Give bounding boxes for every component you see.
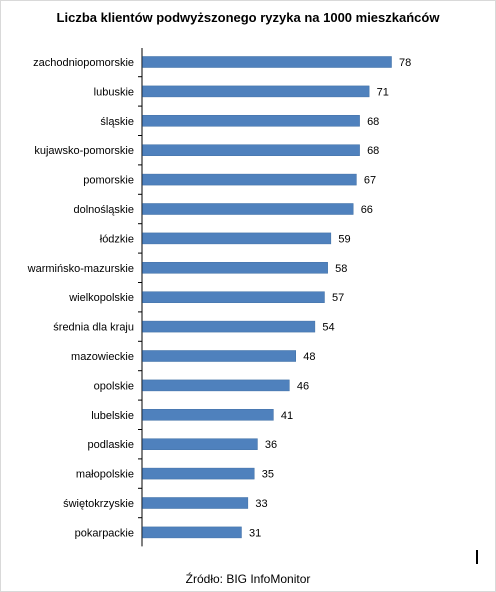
category-label: zachodniopomorskie xyxy=(33,57,134,69)
bar-chart: zachodniopomorskie 78 lubuskie 71 śląskie 68 k… xyxy=(27,48,411,547)
category-label: warmińsko-mazurskie xyxy=(27,263,134,275)
text-cursor-marker xyxy=(476,550,478,564)
data-label: 68 xyxy=(367,145,379,157)
category-label: lubuskie xyxy=(94,86,134,98)
bar xyxy=(142,526,242,539)
data-label: 59 xyxy=(338,233,350,245)
data-label: 78 xyxy=(399,57,411,69)
bar xyxy=(142,173,357,186)
data-label: 48 xyxy=(303,351,315,363)
bar xyxy=(142,379,290,392)
data-label: 58 xyxy=(335,263,347,275)
bar xyxy=(142,350,296,362)
chart-title: Liczba klientów podwyższonego ryzyka na … xyxy=(56,10,440,25)
bar xyxy=(142,409,274,421)
bar xyxy=(142,232,332,245)
category-label: średnia dla kraju xyxy=(53,322,134,334)
category-label: lubelskie xyxy=(91,410,134,422)
data-label: 31 xyxy=(249,527,261,539)
bar xyxy=(142,56,392,68)
category-label: pomorskie xyxy=(83,175,134,187)
data-label: 57 xyxy=(332,292,344,304)
data-label: 35 xyxy=(262,469,274,481)
category-label: dolnośląskie xyxy=(73,204,134,216)
category-label: świętokrzyskie xyxy=(63,498,134,510)
category-label: łódzkie xyxy=(100,233,134,245)
data-label: 71 xyxy=(377,86,389,98)
category-label: śląskie xyxy=(100,116,134,128)
category-label: wielkopolskie xyxy=(68,292,134,304)
source-note: Źródło: BIG InfoMonitor xyxy=(185,572,311,586)
category-label: podlaskie xyxy=(88,439,134,451)
data-label: 66 xyxy=(361,204,373,216)
bar xyxy=(142,85,370,98)
category-label: małopolskie xyxy=(76,469,134,481)
data-label: 36 xyxy=(265,439,277,451)
data-label: 46 xyxy=(297,380,309,392)
bar xyxy=(142,291,325,303)
category-label: mazowieckie xyxy=(71,351,134,363)
category-label: pokarpackie xyxy=(75,527,134,539)
bar xyxy=(142,144,360,156)
bar xyxy=(142,497,249,509)
bar xyxy=(142,320,316,333)
bar xyxy=(142,203,354,215)
bar xyxy=(142,115,360,127)
bar xyxy=(142,467,255,480)
category-label: opolskie xyxy=(94,380,134,392)
data-label: 41 xyxy=(281,410,293,422)
bar xyxy=(142,438,258,450)
data-label: 54 xyxy=(322,322,334,334)
bar xyxy=(142,262,328,274)
data-label: 33 xyxy=(255,498,267,510)
category-label: kujawsko-pomorskie xyxy=(34,145,134,157)
data-label: 67 xyxy=(364,175,376,187)
data-label: 68 xyxy=(367,116,379,128)
